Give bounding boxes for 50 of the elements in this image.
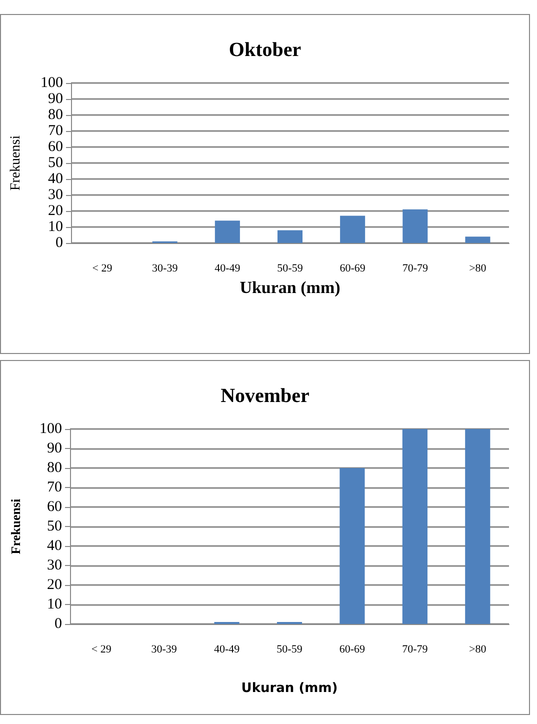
y-tick-label: 30: [47, 558, 62, 574]
x-tick-label: 30-39: [151, 644, 178, 656]
y-tick-label: 20: [47, 577, 62, 593]
x-tick-label: 50-59: [276, 644, 303, 656]
y-tick-label: 70: [47, 480, 62, 496]
x-tick-label: 40-49: [214, 262, 241, 274]
y-tick-label: 20: [48, 203, 63, 219]
y-tick-label: 30: [48, 187, 63, 203]
bar: [340, 216, 366, 243]
x-axis-title: Ukuran (mm): [241, 681, 338, 696]
y-tick-label: 90: [48, 91, 63, 107]
x-tick-label: 70-79: [402, 262, 428, 274]
y-tick-label: 60: [48, 139, 63, 155]
x-axis-title: Ukuran (mm): [240, 278, 340, 297]
x-tick-label: 30-39: [152, 262, 178, 274]
x-tick-label: 50-59: [277, 262, 304, 274]
y-tick-label: 70: [48, 123, 63, 139]
x-tick-label: 60-69: [339, 644, 366, 656]
bar: [402, 209, 428, 243]
bar: [465, 236, 490, 243]
y-axis-title: Frekuensi: [8, 135, 24, 191]
x-tick-label: 60-69: [340, 262, 366, 274]
y-tick-label: 0: [56, 235, 63, 251]
x-tick-label: >80: [469, 262, 487, 274]
bar: [214, 220, 240, 243]
y-tick-label: 50: [47, 518, 62, 534]
y-tick-label: 80: [47, 460, 62, 476]
chart-title: Oktober: [228, 39, 302, 61]
y-tick-label: 80: [48, 107, 63, 123]
bar: [277, 230, 303, 243]
y-tick-label: 10: [47, 596, 62, 612]
x-tick-label: 70-79: [402, 644, 428, 656]
x-tick-label: 40-49: [214, 644, 240, 656]
x-tick-label: >80: [469, 644, 487, 656]
y-tick-label: 10: [48, 219, 63, 235]
y-tick-label: 100: [40, 75, 63, 91]
x-tick-label: < 29: [92, 262, 113, 274]
y-tick-label: 100: [40, 421, 62, 437]
y-tick-label: 90: [47, 440, 62, 456]
bar: [340, 468, 365, 624]
y-tick-label: 60: [47, 499, 62, 515]
bar: [465, 429, 490, 624]
y-tick-label: 40: [48, 171, 63, 187]
bar: [402, 429, 428, 624]
y-axis-title: Frekuensi: [8, 498, 23, 554]
x-tick-label: < 29: [91, 644, 112, 656]
chart-title: November: [220, 385, 310, 407]
y-tick-label: 40: [47, 538, 62, 554]
y-tick-label: 0: [54, 616, 62, 632]
y-tick-label: 50: [48, 155, 63, 171]
